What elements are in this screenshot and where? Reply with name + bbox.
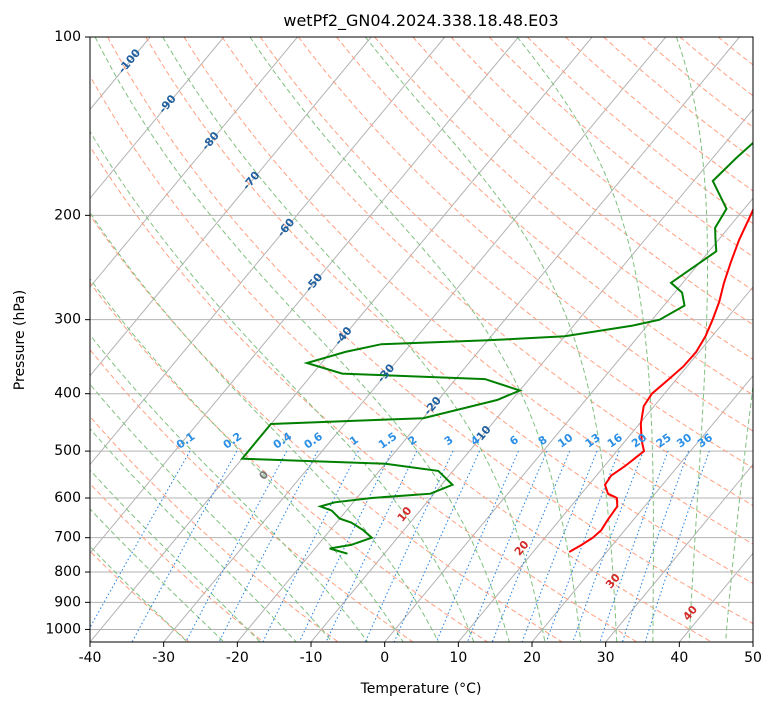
- moist-adiabat-line: [249, 37, 582, 642]
- dry-adiabat-line: [412, 37, 753, 326]
- moist-adiabat-line: [516, 37, 654, 642]
- x-tick-label: 40: [670, 650, 688, 666]
- mixing-ratio-line: [491, 450, 571, 642]
- x-tick-label: -40: [79, 650, 102, 666]
- mixing-ratio-line: [218, 450, 319, 642]
- moist-adiabat-line: [94, 37, 510, 642]
- dry-adiabat-line: [90, 348, 414, 642]
- background-lines: [90, 37, 753, 642]
- y-tick-label: 700: [54, 530, 81, 546]
- mixing-ratio-line: [185, 450, 288, 642]
- dry-adiabat-line: [90, 415, 339, 642]
- chart-title: wetPf2_GN04.2024.338.18.48.E03: [283, 11, 558, 31]
- dry-adiabat-line: [450, 37, 753, 292]
- isotherm-line: [384, 197, 753, 642]
- y-tick-label: 400: [54, 386, 81, 402]
- dry-adiabat-line: [374, 37, 753, 361]
- x-tick-label: -20: [226, 650, 249, 666]
- y-axis-title: Pressure (hPa): [12, 290, 28, 390]
- dry-adiabat-line: [90, 482, 264, 642]
- mixing-ratio-line: [262, 450, 359, 642]
- isotherm-line: [457, 286, 753, 642]
- y-tick-label: 1000: [45, 621, 81, 637]
- y-tick-label: 100: [54, 29, 81, 45]
- y-tick-label: 800: [54, 564, 81, 580]
- axis-ticks: -40 -30 -20 -10 0 10 20 30 40 50 100 200 300 400 500 60…: [45, 29, 762, 666]
- mixing-ratio-line: [545, 450, 620, 642]
- x-axis-title: Temperature (°C): [360, 681, 482, 697]
- dry-adiabat-line: [183, 37, 753, 545]
- y-tick-label: 500: [54, 443, 81, 459]
- dry-adiabat-line: [336, 37, 753, 396]
- moist-adiabat-line: [162, 37, 546, 642]
- isotherm-line: [90, 37, 446, 466]
- dry-adiabat-line: [90, 214, 563, 642]
- isotherm-line: [90, 37, 593, 642]
- dry-adiabat-line: [107, 37, 753, 625]
- dry-adiabat-line: [90, 281, 488, 642]
- dewpoint-line: [240, 141, 753, 555]
- moist-adiabat-line: [90, 508, 225, 642]
- mixing-ratio-line: [131, 450, 238, 642]
- isotherm-line: [90, 37, 372, 377]
- y-tick-label: 900: [54, 594, 81, 610]
- x-tick-label: 20: [523, 650, 541, 666]
- x-tick-label: -10: [300, 650, 323, 666]
- dry-adiabat-line: [90, 75, 712, 642]
- dry-adiabat-line: [90, 550, 190, 642]
- profile-lines: [240, 141, 753, 555]
- y-tick-label: 200: [54, 207, 81, 223]
- isotherm-line: [163, 37, 667, 642]
- moist-adiabat-line: [90, 427, 297, 642]
- dry-adiabat-line: [90, 145, 638, 642]
- moist-adiabat-line: [90, 545, 188, 642]
- moist-adiabat-line: [90, 211, 439, 642]
- mixing-ratio-line: [325, 450, 418, 642]
- x-tick-label: 10: [449, 650, 467, 666]
- mixing-ratio-line: [599, 450, 669, 642]
- moist-adiabat-line: [90, 383, 333, 642]
- mixing-ratio-line: [364, 450, 454, 642]
- x-tick-label: -30: [152, 650, 175, 666]
- moist-adiabat-line: [725, 382, 753, 642]
- mixing-ratio-line: [644, 450, 710, 642]
- dry-adiabat-line: [145, 37, 753, 584]
- moist-adiabat-line: [90, 277, 404, 642]
- moist-adiabat-line: [90, 334, 369, 642]
- isotherm-line: [90, 37, 298, 288]
- mixing-ratio-line: [621, 450, 690, 642]
- isotherm-line: [90, 37, 225, 200]
- y-tick-label: 600: [54, 490, 81, 506]
- moist-adiabat-line: [90, 469, 261, 642]
- mixing-ratio-line: [90, 450, 191, 629]
- mixing-ratio-line: [572, 450, 644, 642]
- y-tick-label: 300: [54, 312, 81, 328]
- isotherm-line: [605, 463, 753, 642]
- plot-frame: [89, 36, 754, 643]
- temperature-line: [568, 207, 753, 553]
- isotherm-line: [531, 374, 753, 642]
- x-tick-label: 50: [744, 650, 762, 666]
- isotherm-line: [90, 37, 519, 555]
- mixing-ratio-line: [298, 450, 393, 642]
- x-tick-label: 30: [597, 650, 615, 666]
- x-tick-label: 0: [380, 650, 389, 666]
- moist-adiabat-line: [90, 130, 475, 642]
